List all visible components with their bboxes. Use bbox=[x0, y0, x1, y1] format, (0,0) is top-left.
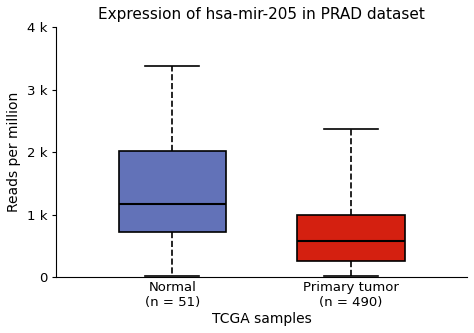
Y-axis label: Reads per million: Reads per million bbox=[7, 92, 21, 212]
PathPatch shape bbox=[118, 151, 226, 232]
Title: Expression of hsa-mir-205 in PRAD dataset: Expression of hsa-mir-205 in PRAD datase… bbox=[98, 7, 425, 22]
PathPatch shape bbox=[297, 215, 404, 260]
X-axis label: TCGA samples: TCGA samples bbox=[212, 312, 311, 326]
